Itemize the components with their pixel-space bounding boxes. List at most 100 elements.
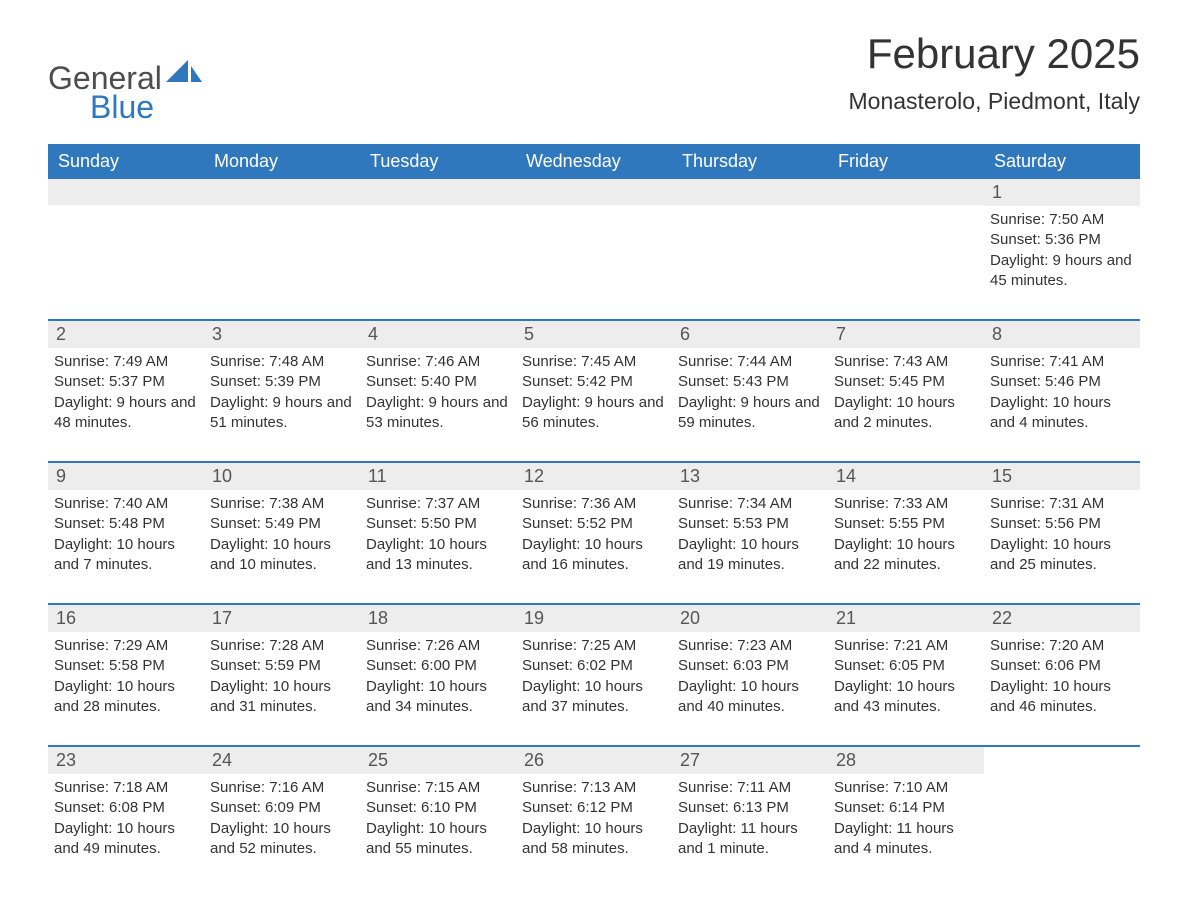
sunset-text: Sunset: 6:03 PM: [678, 656, 822, 676]
day-cell: 15 Sunrise: 7:31 AMSunset: 5:56 PMDayligh…: [984, 463, 1140, 579]
day-cell: 27Sunrise: 7:11 AMSunset: 6:13 PMDayligh…: [672, 747, 828, 863]
day-details: Sunrise: 7:41 AMSunset: 5:46 PMDaylight:…: [990, 352, 1134, 433]
day-number: 10: [204, 463, 360, 490]
logo-sail-icon: [166, 60, 202, 93]
sunrise-text: Sunrise: 7:25 AM: [522, 636, 666, 656]
day-number: 18: [360, 605, 516, 632]
sunset-text: Sunset: 6:08 PM: [54, 798, 198, 818]
daylight-text: Daylight: 10 hours and 34 minutes.: [366, 677, 510, 718]
week-row: 2Sunrise: 7:49 AMSunset: 5:37 PMDaylight…: [48, 319, 1140, 437]
day-number: 21: [828, 605, 984, 632]
weekday-header: Wednesday: [516, 144, 672, 179]
daylight-text: Daylight: 11 hours and 1 minute.: [678, 819, 822, 860]
daylight-text: Daylight: 10 hours and 16 minutes.: [522, 535, 666, 576]
daylight-text: Daylight: 9 hours and 45 minutes.: [990, 251, 1134, 292]
title-block: February 2025 Monasterolo, Piedmont, Ita…: [849, 30, 1140, 115]
day-cell: [984, 747, 1140, 863]
day-details: Sunrise: 7:34 AMSunset: 5:53 PMDaylight:…: [678, 494, 822, 575]
day-number: 4: [360, 321, 516, 348]
weekday-header: Saturday: [984, 144, 1140, 179]
sunrise-text: Sunrise: 7:40 AM: [54, 494, 198, 514]
sunrise-text: Sunrise: 7:34 AM: [678, 494, 822, 514]
day-details: Sunrise: 7:46 AMSunset: 5:40 PMDaylight:…: [366, 352, 510, 433]
day-cell: 7 Sunrise: 7:43 AMSunset: 5:45 PMDaylight…: [828, 321, 984, 437]
day-number: 5: [516, 321, 672, 348]
empty-day-band: [204, 179, 360, 205]
sunset-text: Sunset: 5:59 PM: [210, 656, 354, 676]
sunrise-text: Sunrise: 7:11 AM: [678, 778, 822, 798]
day-number: 14: [828, 463, 984, 490]
day-number: 13: [672, 463, 828, 490]
sunset-text: Sunset: 6:12 PM: [522, 798, 666, 818]
day-cell: 9Sunrise: 7:40 AMSunset: 5:48 PMDaylight…: [48, 463, 204, 579]
daylight-text: Daylight: 11 hours and 4 minutes.: [834, 819, 978, 860]
day-number: 7: [828, 321, 984, 348]
day-number: 24: [204, 747, 360, 774]
day-number: 6: [672, 321, 828, 348]
sunrise-text: Sunrise: 7:31 AM: [990, 494, 1134, 514]
day-cell: 20Sunrise: 7:23 AMSunset: 6:03 PMDayligh…: [672, 605, 828, 721]
sunset-text: Sunset: 5:53 PM: [678, 514, 822, 534]
day-number: 16: [48, 605, 204, 632]
page-header: General Blue February 2025 Monasterolo, …: [48, 30, 1140, 126]
daylight-text: Daylight: 9 hours and 56 minutes.: [522, 393, 666, 434]
sunset-text: Sunset: 5:45 PM: [834, 372, 978, 392]
week-row: 1Sunrise: 7:50 AMSunset: 5:36 PMDaylight…: [48, 179, 1140, 295]
day-number: 15: [984, 463, 1140, 490]
day-cell: 1Sunrise: 7:50 AMSunset: 5:36 PMDaylight…: [984, 179, 1140, 295]
day-cell: 22Sunrise: 7:20 AMSunset: 6:06 PMDayligh…: [984, 605, 1140, 721]
day-cell: [516, 179, 672, 295]
day-cell: 6 Sunrise: 7:44 AMSunset: 5:43 PMDaylight…: [672, 321, 828, 437]
daylight-text: Daylight: 10 hours and 52 minutes.: [210, 819, 354, 860]
sunset-text: Sunset: 5:58 PM: [54, 656, 198, 676]
empty-day-band: [360, 179, 516, 205]
day-details: Sunrise: 7:20 AMSunset: 6:06 PMDaylight:…: [990, 636, 1134, 717]
daylight-text: Daylight: 10 hours and 46 minutes.: [990, 677, 1134, 718]
day-details: Sunrise: 7:25 AMSunset: 6:02 PMDaylight:…: [522, 636, 666, 717]
day-number: 3: [204, 321, 360, 348]
daylight-text: Daylight: 9 hours and 59 minutes.: [678, 393, 822, 434]
day-number: 9: [48, 463, 204, 490]
sunset-text: Sunset: 5:48 PM: [54, 514, 198, 534]
day-cell: 2Sunrise: 7:49 AMSunset: 5:37 PMDaylight…: [48, 321, 204, 437]
day-cell: [204, 179, 360, 295]
day-details: Sunrise: 7:45 AMSunset: 5:42 PMDaylight:…: [522, 352, 666, 433]
sunset-text: Sunset: 6:14 PM: [834, 798, 978, 818]
week-row: 9 Sunrise: 7:40 AMSunset: 5:48 PM Daylight…: [48, 461, 1140, 579]
daylight-text: Daylight: 10 hours and 4 minutes.: [990, 393, 1134, 434]
sunset-text: Sunset: 5:42 PM: [522, 372, 666, 392]
day-details: Sunrise: 7:43 AMSunset: 5:45 PMDaylight:…: [834, 352, 978, 433]
sunset-text: Sunset: 6:00 PM: [366, 656, 510, 676]
daylight-text: Daylight: 10 hours and 2 minutes.: [834, 393, 978, 434]
daylight-text: Daylight: 10 hours and 13 minutes.: [366, 535, 510, 576]
sunset-text: Sunset: 6:10 PM: [366, 798, 510, 818]
day-cell: 23Sunrise: 7:18 AMSunset: 6:08 PMDayligh…: [48, 747, 204, 863]
sunrise-text: Sunrise: 7:41 AM: [990, 352, 1134, 372]
weekday-header: Monday: [204, 144, 360, 179]
sunset-text: Sunset: 5:40 PM: [366, 372, 510, 392]
daylight-text: Daylight: 10 hours and 28 minutes.: [54, 677, 198, 718]
day-cell: 12Sunrise: 7:36 AMSunset: 5:52 PMDayligh…: [516, 463, 672, 579]
daylight-text: Daylight: 10 hours and 55 minutes.: [366, 819, 510, 860]
sunrise-text: Sunrise: 7:28 AM: [210, 636, 354, 656]
sunrise-text: Sunrise: 7:44 AM: [678, 352, 822, 372]
day-cell: 10Sunrise: 7:38 AMSunset: 5:49 PMDayligh…: [204, 463, 360, 579]
location-subtitle: Monasterolo, Piedmont, Italy: [849, 88, 1140, 115]
day-details: Sunrise: 7:28 AMSunset: 5:59 PMDaylight:…: [210, 636, 354, 717]
day-cell: [48, 179, 204, 295]
day-details: Sunrise: 7:44 AMSunset: 5:43 PMDaylight:…: [678, 352, 822, 433]
day-cell: 24Sunrise: 7:16 AMSunset: 6:09 PMDayligh…: [204, 747, 360, 863]
day-details: Sunrise: 7:31 AMSunset: 5:56 PMDaylight:…: [990, 494, 1134, 575]
day-number: 23: [48, 747, 204, 774]
sunrise-text: Sunrise: 7:49 AM: [54, 352, 198, 372]
sunset-text: Sunset: 6:05 PM: [834, 656, 978, 676]
day-cell: 13 Sunrise: 7:34 AMSunset: 5:53 PMDayligh…: [672, 463, 828, 579]
sunset-text: Sunset: 5:46 PM: [990, 372, 1134, 392]
sunset-text: Sunset: 5:56 PM: [990, 514, 1134, 534]
weekday-header-row: SundayMondayTuesdayWednesdayThursdayFrid…: [48, 144, 1140, 179]
daylight-text: Daylight: 10 hours and 37 minutes.: [522, 677, 666, 718]
day-details: Sunrise: 7:48 AMSunset: 5:39 PMDaylight:…: [210, 352, 354, 433]
daylight-text: Daylight: 10 hours and 25 minutes.: [990, 535, 1134, 576]
day-cell: 25Sunrise: 7:15 AMSunset: 6:10 PMDayligh…: [360, 747, 516, 863]
daylight-text: Daylight: 10 hours and 10 minutes.: [210, 535, 354, 576]
